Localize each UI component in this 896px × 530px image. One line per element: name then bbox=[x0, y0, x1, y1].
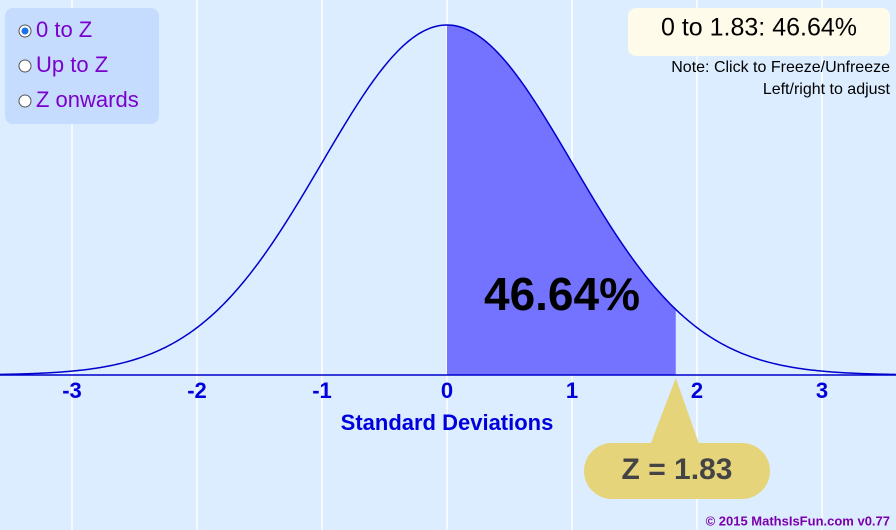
radio-button[interactable] bbox=[18, 59, 32, 73]
copyright: © 2015 MathsIsFun.com v0.77 bbox=[706, 513, 890, 528]
x-tick-label: 2 bbox=[691, 378, 703, 403]
x-tick-label: -3 bbox=[62, 378, 82, 403]
option-label[interactable]: 0 to Z bbox=[36, 17, 92, 42]
note: Left/right to adjust bbox=[763, 81, 891, 98]
x-tick-label: -2 bbox=[187, 378, 207, 403]
x-tick-label: 1 bbox=[566, 378, 578, 403]
axis-label: Standard Deviations bbox=[341, 410, 554, 435]
options-panel bbox=[5, 8, 159, 124]
z-box[interactable] bbox=[584, 443, 770, 499]
area-label: 46.64% bbox=[484, 268, 640, 320]
x-tick-label: -1 bbox=[312, 378, 332, 403]
note: Note: Click to Freeze/Unfreeze bbox=[671, 59, 890, 76]
z-label: Z = 1.83 bbox=[622, 453, 733, 486]
radio-button[interactable] bbox=[18, 94, 32, 108]
x-tick-label: 3 bbox=[816, 378, 828, 403]
radio-dot bbox=[21, 27, 29, 35]
result-text: 0 to 1.83: 46.64% bbox=[661, 14, 857, 42]
result-box bbox=[628, 8, 890, 56]
shaded-area bbox=[447, 25, 676, 375]
curve bbox=[0, 24, 896, 376]
z-pointer bbox=[649, 378, 700, 446]
x-tick-label: 0 bbox=[441, 378, 453, 403]
option-label[interactable]: Up to Z bbox=[36, 52, 108, 77]
option-label[interactable]: Z onwards bbox=[36, 87, 139, 112]
